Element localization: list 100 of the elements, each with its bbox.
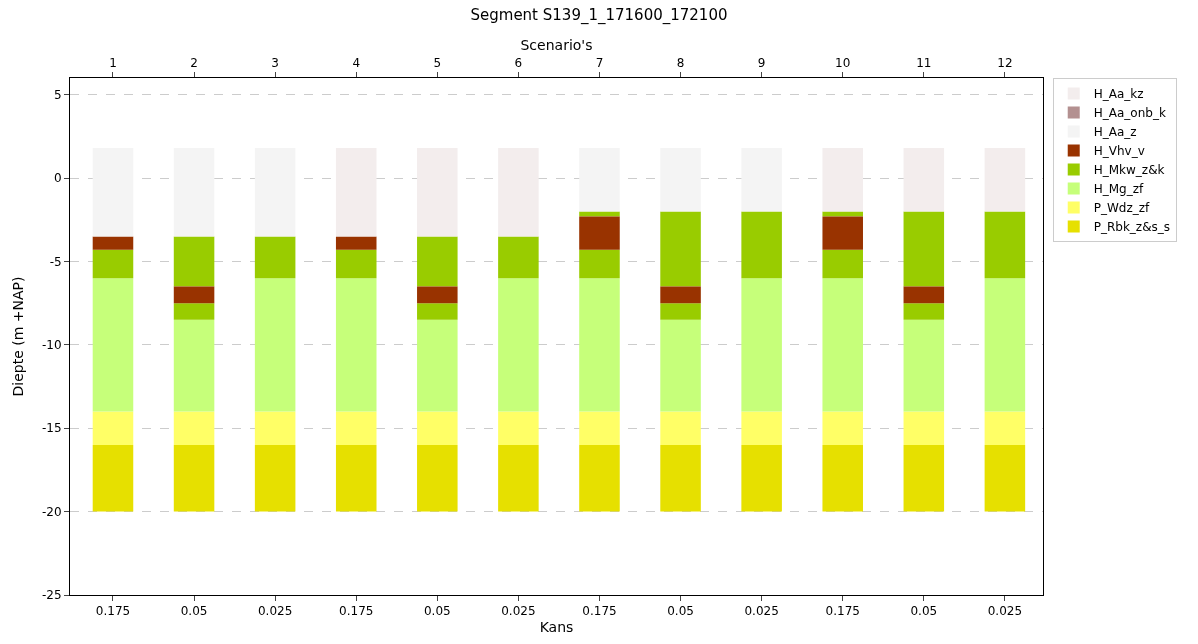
bar [335, 411, 377, 445]
x-tick-label: 0.025 [257, 604, 293, 619]
bar [660, 411, 701, 445]
bar [92, 278, 134, 412]
x-tick-label: 0.025 [744, 604, 779, 619]
bar [417, 444, 458, 512]
bar [335, 278, 377, 412]
bar [173, 286, 215, 304]
bar [92, 236, 134, 250]
bar [498, 278, 539, 412]
bar [903, 148, 945, 212]
bar [984, 278, 1026, 412]
x-tick-label: 0.025 [501, 604, 536, 619]
bar [417, 411, 458, 445]
bar [254, 278, 296, 412]
bar [984, 444, 1026, 512]
x-tick-label: 0.175 [582, 604, 617, 619]
bar [335, 148, 377, 237]
x2-tick-label: 2 [190, 56, 198, 71]
bar [579, 148, 620, 212]
bar [579, 249, 620, 279]
y-tick-label: 0 [53, 171, 62, 186]
x-tick-label: 0.05 [910, 604, 938, 619]
bar [498, 236, 539, 279]
x-tick-label: 0.05 [667, 604, 694, 619]
bar [984, 411, 1026, 445]
x-tick-label: 0.05 [423, 604, 451, 619]
bar [92, 249, 134, 279]
bar [417, 286, 458, 304]
legend-label: H_Aa_z [1093, 125, 1137, 140]
bar [741, 211, 782, 279]
bar [417, 148, 458, 237]
bar [579, 278, 620, 412]
legend-label: H_Vhv_v [1093, 144, 1145, 159]
bar [335, 236, 377, 250]
x2-tick-label: 12 [997, 56, 1013, 71]
y-tick-label: -5 [49, 254, 62, 269]
bar [173, 411, 215, 445]
bar [741, 444, 782, 512]
bar [254, 148, 296, 237]
bar [173, 444, 215, 512]
legend-label: H_Mg_zf [1093, 182, 1145, 197]
bar [984, 211, 1026, 279]
bar [822, 249, 863, 279]
bar [498, 148, 539, 237]
bar [984, 148, 1026, 212]
legend-label: P_Rbk_z&s_s [1093, 220, 1171, 235]
x2-tick-label: 10 [835, 56, 851, 71]
bar [903, 319, 945, 412]
x-axis-title: Kans [539, 618, 574, 635]
bar [417, 236, 458, 287]
x2-tick-label: 7 [595, 56, 604, 71]
bar [92, 148, 134, 237]
bar [254, 411, 296, 445]
bar [822, 148, 863, 212]
y-axis-title: Diepte (m +NAP) [9, 276, 26, 397]
chart-title: Segment S139_1_171600_172100 [470, 6, 728, 26]
x2-axis-title: Scenario's [520, 36, 593, 53]
bar [579, 211, 620, 217]
bar [822, 211, 863, 217]
x2-tick-label: 11 [916, 56, 932, 71]
bar [741, 278, 782, 412]
bar [92, 411, 134, 445]
y-tick-label: 5 [53, 87, 62, 102]
y-tick-label: -20 [41, 504, 62, 519]
bar [92, 444, 134, 512]
y-tick-label: -15 [41, 421, 62, 436]
bar [660, 303, 701, 320]
bar [660, 211, 701, 287]
bar [822, 444, 863, 512]
legend-label: H_Aa_onb_k [1093, 106, 1166, 121]
legend-label: H_Aa_kz [1093, 87, 1144, 102]
bar [335, 249, 377, 279]
bar [498, 444, 539, 512]
bar [173, 236, 215, 287]
x-tick-label: 0.025 [987, 604, 1023, 619]
bar [417, 319, 458, 412]
bar [822, 278, 863, 412]
y-tick-label: -25 [41, 588, 62, 603]
bar [254, 236, 296, 279]
bar [903, 411, 945, 445]
x2-tick-label: 4 [352, 56, 361, 71]
bar [579, 216, 620, 250]
x2-tick-label: 5 [433, 56, 442, 71]
y-tick-label: -10 [41, 338, 62, 353]
x2-tick-label: 9 [757, 56, 766, 71]
bar [741, 411, 782, 445]
bar [660, 286, 701, 304]
x-tick-label: 0.175 [95, 604, 131, 619]
bar [660, 319, 701, 412]
bar [254, 444, 296, 512]
legend-label: P_Wdz_zf [1093, 201, 1151, 216]
x2-tick-label: 1 [109, 56, 117, 71]
legend-label: H_Mkw_z&k [1093, 163, 1165, 178]
bar [903, 286, 945, 304]
x-tick-label: 0.05 [180, 604, 208, 619]
bar [417, 303, 458, 320]
bar [822, 216, 863, 250]
bar [498, 411, 539, 445]
bar [903, 303, 945, 320]
